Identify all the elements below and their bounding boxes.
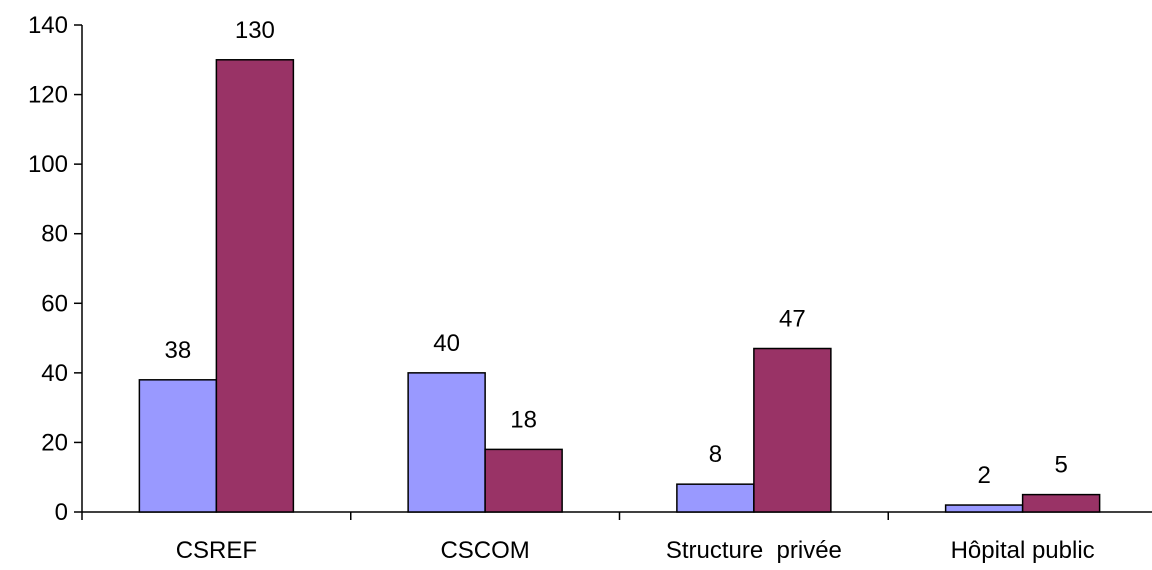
data-label: 8 — [709, 441, 722, 468]
data-labels: 38 130 40 18 8 47 2 5 — [165, 17, 1068, 489]
category-label: Hôpital public — [951, 537, 1095, 564]
y-axis-ticks: 0 20 40 60 80 100 120 140 — [28, 12, 82, 526]
y-tick-label: 20 — [41, 429, 68, 456]
y-tick-label: 80 — [41, 221, 68, 248]
y-tick-label: 140 — [28, 12, 68, 39]
bar — [407, 372, 486, 513]
data-label: 38 — [165, 337, 192, 364]
y-tick-label: 100 — [28, 151, 68, 178]
bar — [944, 504, 1024, 513]
data-label: 47 — [779, 306, 806, 333]
data-label: 2 — [977, 462, 990, 489]
data-label: 130 — [235, 17, 275, 44]
category-labels: CSREF CSCOM Structure privée Hôpital public — [176, 537, 1095, 564]
x-axis-ticks — [81, 512, 889, 520]
bar — [1021, 493, 1101, 513]
bars — [138, 59, 1101, 513]
category-label: CSREF — [176, 537, 257, 564]
data-label: 40 — [433, 330, 460, 357]
data-label: 18 — [510, 406, 537, 433]
y-axis: 0 20 40 60 80 100 120 140 — [28, 12, 83, 526]
bar — [138, 379, 218, 513]
category-label: CSCOM — [440, 537, 529, 564]
data-label: 5 — [1054, 452, 1067, 479]
bar — [215, 59, 295, 513]
bar — [753, 347, 832, 513]
y-tick-label: 120 — [28, 82, 68, 109]
category-label: Structure privée — [666, 537, 842, 564]
y-tick-label: 40 — [41, 360, 68, 387]
bar — [676, 483, 755, 513]
y-tick-label: 0 — [55, 499, 68, 526]
x-axis — [81, 511, 1152, 520]
bar — [484, 448, 563, 513]
y-tick-label: 60 — [41, 290, 68, 317]
